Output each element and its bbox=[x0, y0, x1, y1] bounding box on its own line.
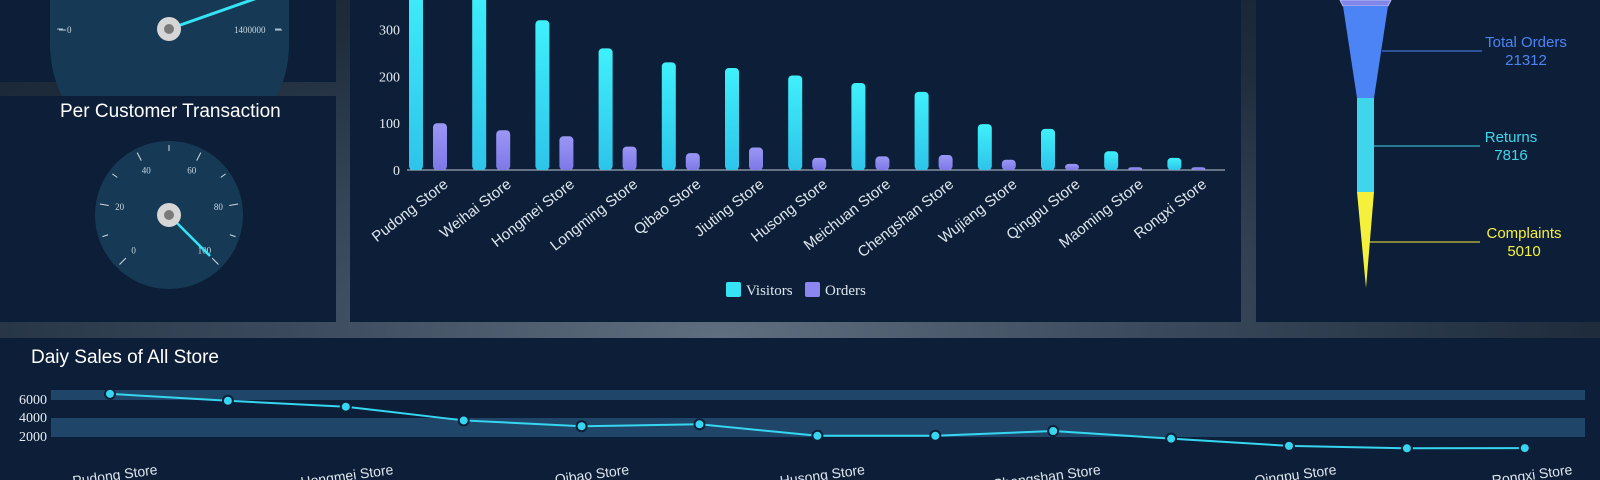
line-chart-y-tick-label: 2000 bbox=[19, 430, 47, 445]
bar-visitors[interactable] bbox=[978, 124, 992, 170]
bar-orders[interactable] bbox=[623, 147, 637, 170]
bar-orders[interactable] bbox=[1191, 167, 1205, 170]
daily-sales-line-chart: 2000 4000 6000 Pudong Store Hongmei Store Qi… bbox=[0, 338, 1600, 480]
legend-visitors-swatch[interactable] bbox=[726, 282, 741, 297]
line-chart-point[interactable] bbox=[695, 419, 705, 429]
funnel-chart: Total Orders 21312 Returns 7816 Complain… bbox=[1256, 0, 1600, 322]
bar-orders[interactable] bbox=[749, 148, 763, 170]
line-chart-point[interactable] bbox=[459, 415, 469, 425]
line-chart-x-labels: Pudong Store Hongmei Store Qibao Store Huso… bbox=[71, 461, 1573, 480]
bar-visitors[interactable] bbox=[535, 20, 549, 170]
speed-gauge-max-label: 1400000 bbox=[234, 25, 266, 35]
legend-orders-swatch[interactable] bbox=[805, 282, 820, 297]
bar-orders[interactable] bbox=[1128, 167, 1142, 170]
speed-gauge-hub-center bbox=[164, 24, 174, 34]
bar-chart-y-tick-label: 300 bbox=[379, 24, 400, 39]
bar-visitors[interactable] bbox=[1041, 129, 1055, 170]
bar-visitors[interactable] bbox=[725, 68, 739, 170]
line-chart-point[interactable] bbox=[223, 396, 233, 406]
line-chart-point[interactable] bbox=[105, 389, 115, 399]
per-customer-gauge-label: 0 bbox=[131, 245, 136, 255]
bar-orders[interactable] bbox=[433, 123, 447, 170]
bar-visitors[interactable] bbox=[472, 0, 486, 170]
speed-gauge: 0 1400000 bbox=[0, 0, 336, 82]
legend-visitors-label[interactable]: Visitors bbox=[746, 283, 793, 299]
store-bar-chart-panel: 0 100 200 300 Pudong Store Weihai Store Hongm… bbox=[350, 0, 1241, 322]
funnel-segment-total-orders bbox=[1343, 6, 1388, 98]
funnel-label-total-orders: Total Orders bbox=[1485, 34, 1567, 51]
bar-orders[interactable] bbox=[559, 136, 573, 170]
speed-gauge-min-label: 0 bbox=[67, 25, 72, 35]
funnel-value-total-orders: 21312 bbox=[1505, 52, 1547, 69]
bar-visitors[interactable] bbox=[851, 83, 865, 170]
bar-chart-legend[interactable]: Visitors Orders bbox=[726, 282, 866, 299]
funnel-panel: Total Orders 21312 Returns 7816 Complain… bbox=[1256, 0, 1600, 322]
funnel-segment-complaints bbox=[1357, 192, 1374, 288]
bar-visitors[interactable] bbox=[1104, 151, 1118, 170]
per-customer-gauge: 020406080100 bbox=[0, 96, 336, 322]
bar-chart-y-tick-label: 0 bbox=[393, 164, 400, 179]
funnel-value-complaints: 5010 bbox=[1507, 243, 1540, 260]
line-chart-point[interactable] bbox=[930, 431, 940, 441]
bar-visitors[interactable] bbox=[662, 62, 676, 170]
bar-chart-marks bbox=[409, 0, 1205, 170]
line-chart-y-axis: 2000 4000 6000 bbox=[19, 393, 47, 445]
funnel-segment-returns bbox=[1357, 98, 1374, 192]
line-chart-x-tick-label: Husong Store bbox=[779, 461, 866, 480]
daily-sales-panel: Daiy Sales of All Store 2000 4000 6000 Pud… bbox=[0, 338, 1600, 480]
bar-orders[interactable] bbox=[496, 130, 510, 170]
line-chart-x-tick-label: Qibao Store bbox=[554, 461, 630, 480]
bar-orders[interactable] bbox=[1002, 160, 1016, 170]
line-chart-point[interactable] bbox=[1284, 441, 1294, 451]
line-chart-point[interactable] bbox=[1048, 426, 1058, 436]
bar-orders[interactable] bbox=[875, 156, 889, 170]
bar-chart-x-tick-label: Pudong Store bbox=[369, 176, 452, 246]
per-customer-gauge-hub-center bbox=[164, 210, 174, 220]
bar-chart-y-tick-label: 100 bbox=[379, 117, 400, 132]
line-chart-y-tick-label: 6000 bbox=[19, 393, 47, 408]
bar-orders[interactable] bbox=[686, 153, 700, 170]
bar-visitors[interactable] bbox=[409, 0, 423, 170]
line-chart-band bbox=[51, 390, 1585, 400]
per-customer-gauge-label: 20 bbox=[115, 202, 125, 212]
line-chart-point[interactable] bbox=[1402, 443, 1412, 453]
legend-orders-label[interactable]: Orders bbox=[825, 283, 866, 299]
funnel-label-returns: Returns bbox=[1485, 129, 1538, 146]
line-chart-y-tick-label: 4000 bbox=[19, 411, 47, 426]
line-chart-x-tick-label: Hongmei Store bbox=[300, 461, 395, 480]
bar-chart-y-tick-label: 200 bbox=[379, 70, 400, 85]
bar-orders[interactable] bbox=[812, 158, 826, 170]
line-chart-x-tick-label: Chengshan Store bbox=[991, 461, 1101, 480]
line-chart-x-tick-label: Pudong Store bbox=[71, 461, 158, 480]
bar-visitors[interactable] bbox=[599, 48, 613, 170]
per-customer-gauge-label: 80 bbox=[214, 202, 224, 212]
bar-visitors[interactable] bbox=[788, 75, 802, 170]
funnel-value-returns: 7816 bbox=[1494, 147, 1527, 164]
line-chart-point[interactable] bbox=[577, 421, 587, 431]
bar-visitors[interactable] bbox=[1167, 158, 1181, 170]
bar-orders[interactable] bbox=[1065, 164, 1079, 170]
bar-chart-y-axis: 0 100 200 300 bbox=[379, 24, 400, 179]
funnel-top-segment bbox=[1340, 0, 1391, 6]
bar-orders[interactable] bbox=[939, 155, 953, 170]
funnel-label-complaints: Complaints bbox=[1486, 225, 1561, 242]
per-customer-gauge-label: 40 bbox=[142, 165, 152, 175]
line-chart-x-tick-label: Rongxi Store bbox=[1491, 461, 1574, 480]
line-chart-point[interactable] bbox=[812, 431, 822, 441]
per-customer-gauge-label: 60 bbox=[187, 165, 197, 175]
line-chart-point[interactable] bbox=[341, 402, 351, 412]
line-chart-x-tick-label: Qingpu Store bbox=[1253, 461, 1337, 480]
line-chart-point[interactable] bbox=[1520, 443, 1530, 453]
line-chart-point[interactable] bbox=[1166, 434, 1176, 444]
bar-visitors[interactable] bbox=[915, 92, 929, 170]
per-customer-panel: Per Customer Transaction 020406080100 bbox=[0, 96, 336, 322]
speed-gauge-panel: 0 1400000 bbox=[0, 0, 336, 82]
